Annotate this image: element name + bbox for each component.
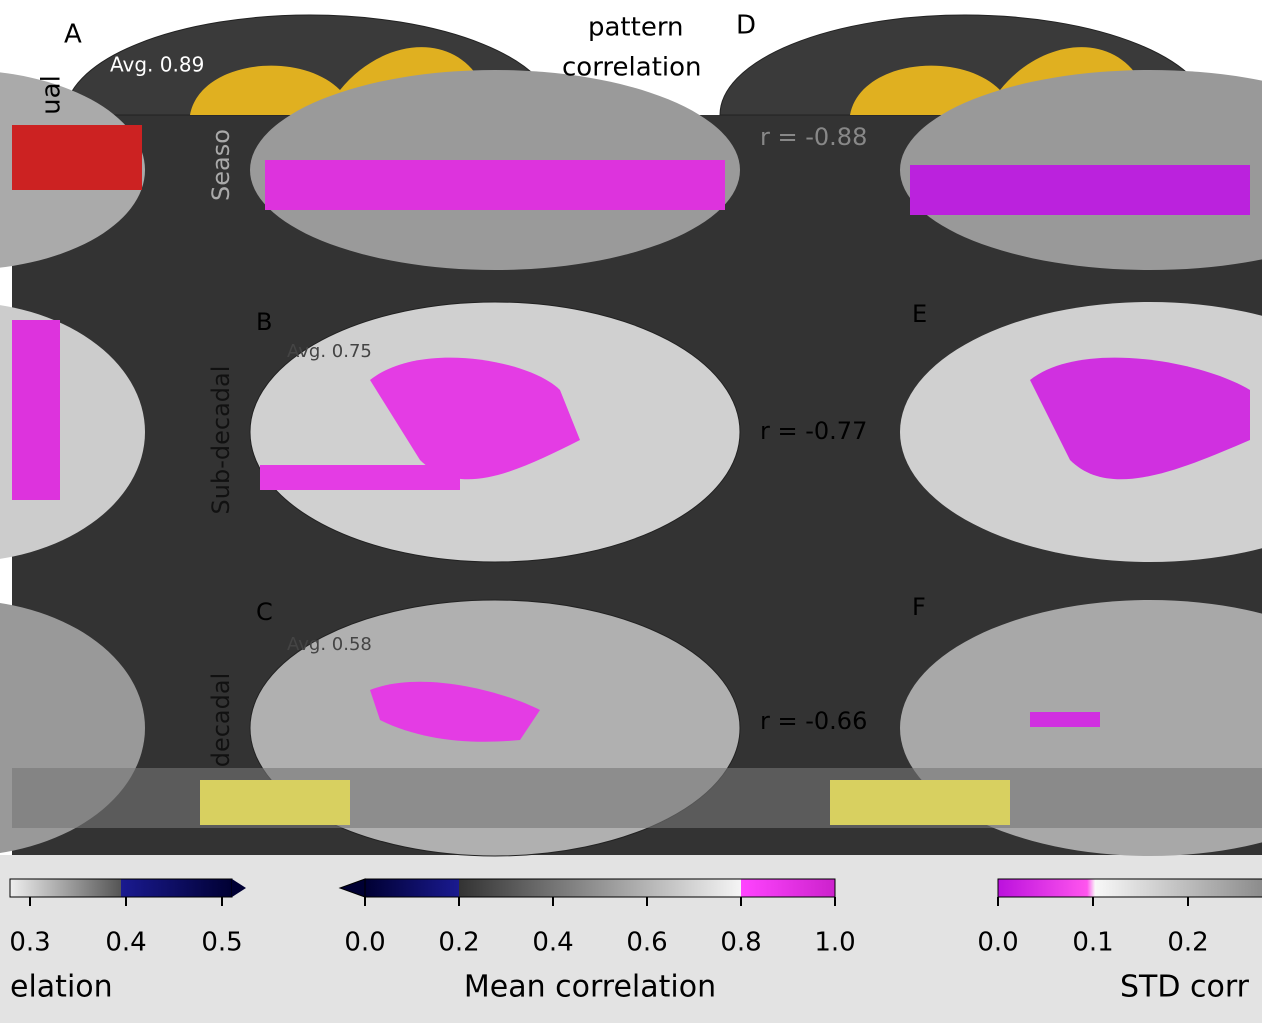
colorbar-label: Mean correlation <box>464 970 716 1005</box>
r-label: r = -0.66 <box>760 707 867 735</box>
colorbar-tick-label: 0.2 <box>1167 928 1208 958</box>
row-label: Sub-decadal <box>207 366 235 515</box>
map-field <box>12 125 142 190</box>
row-label: decadal <box>207 673 235 768</box>
title: correlation <box>562 53 702 83</box>
map-field <box>1030 712 1100 727</box>
colorbar-tick-label: 0.4 <box>532 928 573 958</box>
avg-label: Avg. 0.58 <box>287 634 372 655</box>
map-field <box>910 165 1250 215</box>
colorbar-tick-label: 1.0 <box>814 928 855 958</box>
avg-label: Avg. 0.89 <box>110 53 204 77</box>
colorbar <box>365 879 835 897</box>
colorbar-tick-label: 0.0 <box>344 928 385 958</box>
panel-label: D <box>736 11 756 41</box>
panel-label: A <box>64 20 82 50</box>
colorbar-tick-label: 0.6 <box>626 928 667 958</box>
r-label: r = -0.77 <box>760 417 867 445</box>
glitch-band <box>830 780 1010 825</box>
glitch-band <box>200 780 350 825</box>
title: pattern <box>588 13 684 43</box>
row-label: ual <box>37 75 67 115</box>
panel-label: E <box>912 300 927 328</box>
figure: pattern correlation ual A D Avg. 0.89 r … <box>0 0 1262 1023</box>
glitch-band <box>12 768 1262 828</box>
panel-label: F <box>912 593 926 621</box>
colorbar-label: STD corr <box>1120 970 1250 1005</box>
map-field <box>260 465 460 490</box>
avg-label: Avg. 0.75 <box>287 341 372 362</box>
panel-label: C <box>256 598 273 626</box>
colorbar-tick-label: 0.8 <box>720 928 761 958</box>
panel-label: B <box>256 308 272 336</box>
row-label: Seaso <box>207 129 235 201</box>
colorbar-tick-label: 0.0 <box>977 928 1018 958</box>
colorbar <box>998 879 1262 897</box>
colorbar <box>10 879 232 897</box>
colorbar-tick-label: 0.4 <box>105 928 146 958</box>
map-field <box>12 320 60 500</box>
colorbar-tick-label: 0.3 <box>9 928 50 958</box>
r-label: r = -0.88 <box>760 123 867 151</box>
map-field <box>265 160 725 210</box>
colorbar-tick-label: 0.5 <box>201 928 242 958</box>
colorbar-label: elation <box>10 970 113 1005</box>
colorbar-tick-label: 0.2 <box>438 928 479 958</box>
colorbar-tick-label: 0.1 <box>1072 928 1113 958</box>
